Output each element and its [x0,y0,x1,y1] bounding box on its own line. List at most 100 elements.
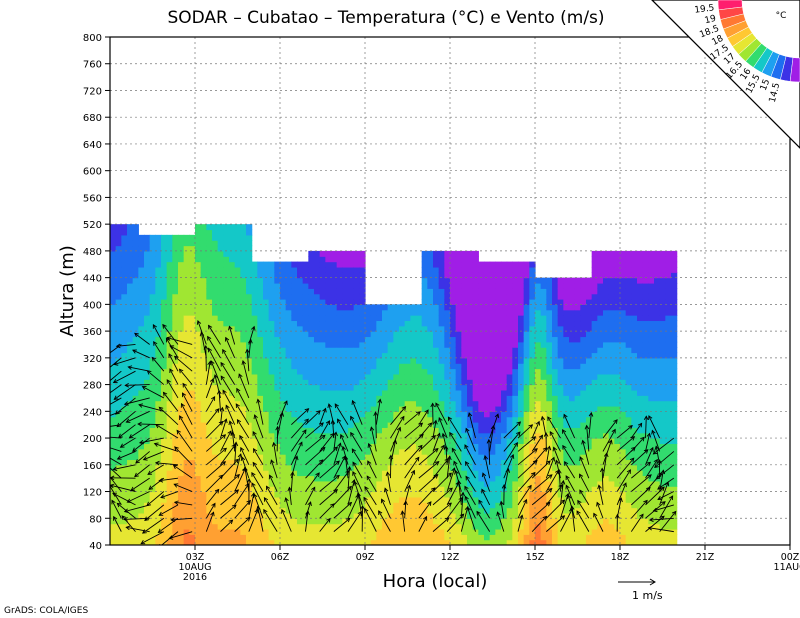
temperature-cell [240,234,247,241]
temperature-cell [319,373,326,380]
temperature-cell [257,347,264,354]
temperature-cell [149,416,156,423]
temperature-cell [467,502,474,509]
temperature-cell [540,389,547,396]
temperature-cell [217,454,224,461]
temperature-cell [597,438,604,444]
temperature-cell [625,341,632,348]
temperature-cell [291,518,298,525]
temperature-cell [365,320,372,327]
temperature-cell [189,518,196,525]
temperature-cell [438,288,445,295]
temperature-cell [421,352,428,359]
temperature-cell [552,507,559,514]
temperature-cell [404,416,411,423]
temperature-cell [302,518,309,525]
temperature-cell [268,277,275,284]
temperature-cell [240,496,247,503]
temperature-cell [183,512,190,519]
temperature-cell [132,438,139,444]
temperature-cell [591,320,598,327]
temperature-cell [603,293,610,300]
temperature-cell [552,277,559,284]
temperature-cell [223,464,230,471]
temperature-cell [472,373,479,380]
temperature-cell [597,443,604,450]
temperature-cell [234,512,241,519]
temperature-cell [251,395,258,402]
temperature-cell [438,373,445,380]
temperature-cell [540,277,547,284]
temperature-cell [467,523,474,530]
temperature-cell [161,534,168,541]
temperature-cell [489,459,496,466]
temperature-cell [614,502,621,509]
temperature-cell [206,512,213,519]
temperature-cell [444,379,451,386]
temperature-cell [212,400,219,407]
temperature-cell [625,325,632,332]
temperature-cell [370,443,377,450]
temperature-cell [461,486,468,493]
temperature-cell [608,288,615,295]
temperature-cell [138,368,145,375]
temperature-cell [319,416,326,423]
temperature-cell [229,507,236,514]
temperature-cell [325,400,332,407]
temperature-cell [438,325,445,332]
temperature-cell [421,459,428,466]
temperature-cell [546,507,553,514]
temperature-cell [631,539,638,545]
temperature-cell [274,491,281,498]
temperature-cell [212,512,219,519]
temperature-cell [110,336,117,343]
temperature-cell [376,389,383,396]
temperature-cell [155,454,162,461]
temperature-cell [115,299,122,305]
temperature-cell [382,475,389,482]
temperature-cell [314,261,321,268]
temperature-cell [149,240,156,247]
temperature-cell [518,352,525,359]
temperature-cell [591,266,598,273]
temperature-cell [614,363,621,370]
temperature-cell [127,470,134,477]
temperature-cell [263,528,270,535]
temperature-cell [359,443,366,450]
temperature-cell [393,518,400,525]
temperature-cell [166,395,173,402]
temperature-cell [336,507,343,514]
temperature-cell [552,454,559,461]
temperature-cell [501,373,508,380]
temperature-cell [302,502,309,509]
temperature-cell [297,480,304,487]
temperature-cell [614,432,621,439]
temperature-cell [110,528,117,535]
temperature-cell [489,363,496,370]
temperature-cell [127,357,134,364]
temperature-cell [608,475,615,482]
temperature-cell [563,309,570,316]
temperature-cell [484,315,491,322]
temperature-cell [393,325,400,332]
temperature-cell [370,534,377,541]
temperature-cell [410,454,417,461]
temperature-cell [166,250,173,257]
temperature-cell [444,491,451,498]
temperature-cell [574,341,581,348]
temperature-cell [416,389,423,396]
temperature-cell [365,528,372,535]
temperature-cell [336,341,343,348]
temperature-cell [387,405,394,412]
temperature-cell [189,470,196,477]
temperature-cell [455,491,462,498]
temperature-cell [410,486,417,493]
temperature-cell [472,416,479,423]
temperature-cell [308,282,315,289]
temperature-cell [478,400,485,407]
temperature-cell [336,427,343,434]
temperature-cell [387,315,394,322]
temperature-cell [563,352,570,359]
temperature-cell [433,518,440,525]
temperature-cell [195,502,202,509]
